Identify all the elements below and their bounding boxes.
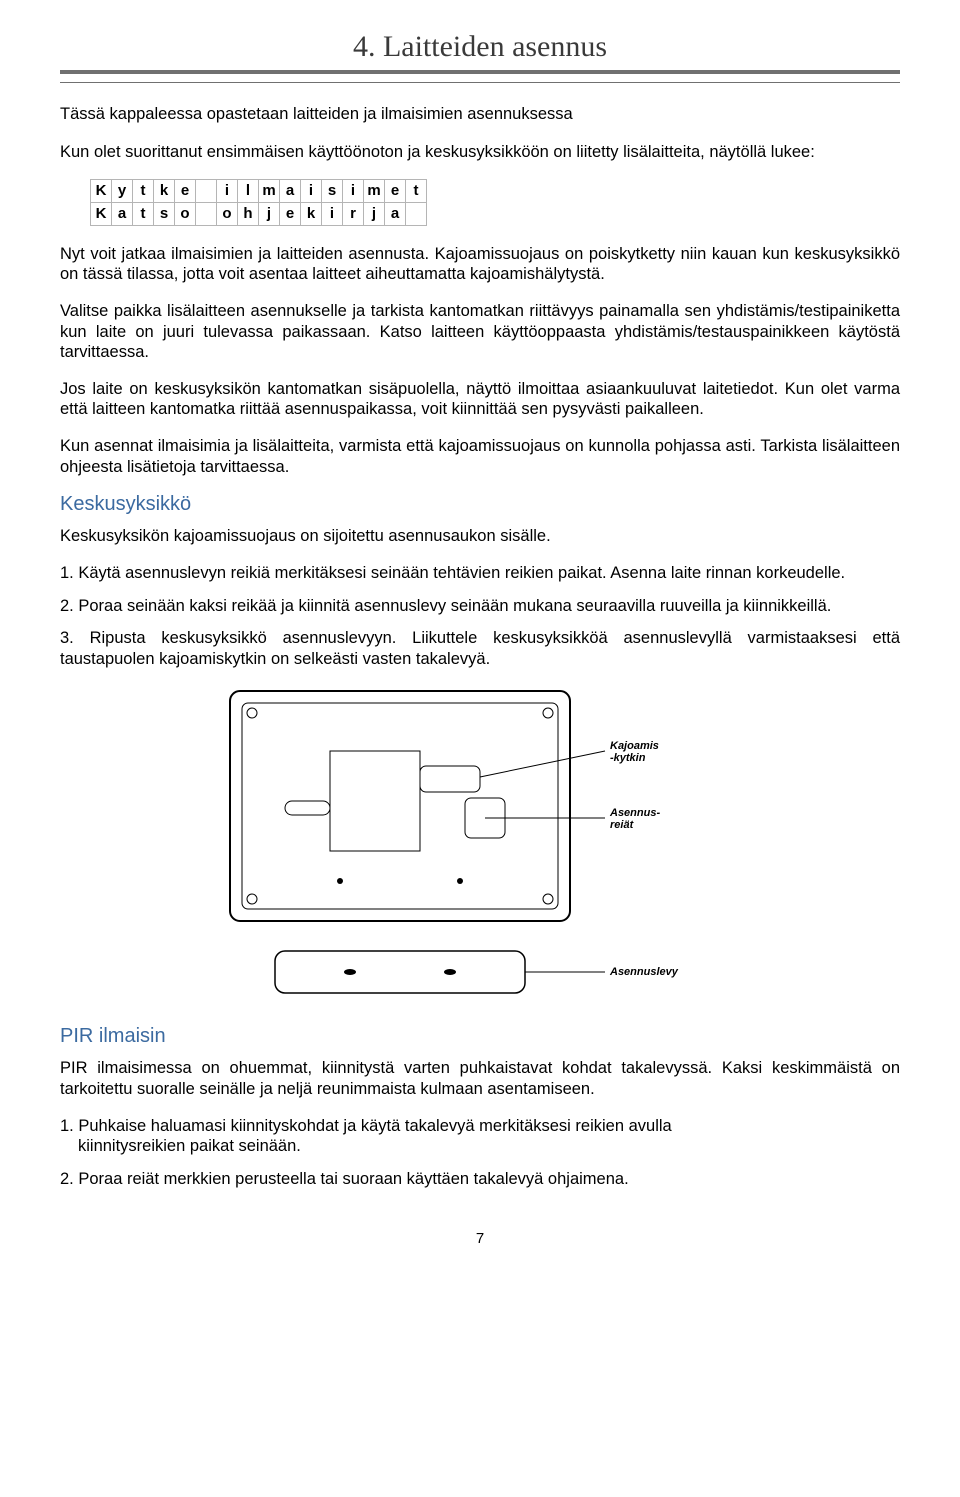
lcd-cell: s	[322, 179, 343, 202]
lcd-cell: i	[217, 179, 238, 202]
lcd-display: K y t k e i l m a i s i m e t K a t s o …	[90, 179, 427, 226]
paragraph-3: Jos laite on keskusyksikön kantomatkan s…	[60, 379, 900, 420]
lcd-cell: s	[154, 202, 175, 225]
lcd-cell: K	[91, 179, 112, 202]
lcd-cell: m	[364, 179, 385, 202]
kes-step-1: 1. Käytä asennuslevyn reikiä merkitäkses…	[60, 563, 900, 584]
lcd-cell: m	[259, 179, 280, 202]
lcd-cell: a	[112, 202, 133, 225]
diagram-label-holes: Asennus-reiät	[609, 807, 660, 831]
pir-step-1-line2: kiinnitysreikien paikat seinään.	[60, 1136, 900, 1157]
lcd-cell: K	[91, 202, 112, 225]
paragraph-1: Nyt voit jatkaa ilmaisimien ja laitteide…	[60, 244, 900, 285]
lcd-cell: e	[385, 179, 406, 202]
lcd-cell	[196, 202, 217, 225]
lcd-cell: o	[217, 202, 238, 225]
pir-step-2: 2. Poraa reiät merkkien perusteella tai …	[60, 1169, 900, 1190]
lcd-cell: e	[280, 202, 301, 225]
diagram-label-tamper-1: Kajoamis-kytkin	[610, 740, 659, 764]
lcd-cell: k	[301, 202, 322, 225]
lcd-cell: j	[364, 202, 385, 225]
intro-text-2: Kun olet suorittanut ensimmäisen käyttöö…	[60, 142, 900, 163]
kes-step-2: 2. Poraa seinään kaksi reikää ja kiinnit…	[60, 596, 900, 617]
lcd-cell: t	[133, 202, 154, 225]
lcd-cell: y	[112, 179, 133, 202]
pir-intro: PIR ilmaisimessa on ohuemmat, kiinnityst…	[60, 1058, 900, 1099]
lcd-cell: t	[133, 179, 154, 202]
pir-step-1: 1. Puhkaise haluamasi kiinnityskohdat ja…	[60, 1116, 900, 1157]
lcd-cell: i	[322, 202, 343, 225]
lcd-cell: e	[175, 179, 196, 202]
pir-step-1-line1: 1. Puhkaise haluamasi kiinnityskohdat ja…	[60, 1117, 672, 1135]
lcd-cell: j	[259, 202, 280, 225]
diagram-label-plate: Asennuslevy	[609, 966, 679, 978]
heading-pir: PIR ilmaisin	[60, 1025, 900, 1048]
title-divider	[60, 70, 900, 83]
paragraph-2: Valitse paikka lisälaitteen asennukselle…	[60, 301, 900, 363]
intro-text: Tässä kappaleessa opastetaan laitteiden …	[60, 105, 900, 124]
paragraph-4: Kun asennat ilmaisimia ja lisälaitteita,…	[60, 436, 900, 477]
lcd-cell: i	[301, 179, 322, 202]
page-number: 7	[0, 1222, 960, 1257]
lcd-row-2: K a t s o o h j e k i r j a	[91, 202, 427, 225]
lcd-cell: o	[175, 202, 196, 225]
kes-step-3: 3. Ripusta keskusyksikkö asennuslevyyn. …	[60, 628, 900, 669]
diagram-svg: Kajoamis-kytkin Asennus-reiät Asennuslev…	[60, 681, 760, 1001]
lcd-cell: r	[343, 202, 364, 225]
mounting-diagram: Kajoamis-kytkin Asennus-reiät Asennuslev…	[60, 681, 900, 1001]
page-title: 4. Laitteiden asennus	[60, 30, 900, 64]
lcd-row-1: K y t k e i l m a i s i m e t	[91, 179, 427, 202]
lcd-cell: a	[280, 179, 301, 202]
lcd-cell: h	[238, 202, 259, 225]
heading-keskusyksikko: Keskusyksikkö	[60, 493, 900, 516]
lcd-cell: i	[343, 179, 364, 202]
lcd-cell: l	[238, 179, 259, 202]
kes-intro: Keskusyksikön kajoamissuojaus on sijoite…	[60, 526, 900, 547]
lcd-cell: a	[385, 202, 406, 225]
lcd-cell: k	[154, 179, 175, 202]
lcd-cell	[196, 179, 217, 202]
lcd-cell: t	[406, 179, 427, 202]
lcd-cell	[406, 202, 427, 225]
